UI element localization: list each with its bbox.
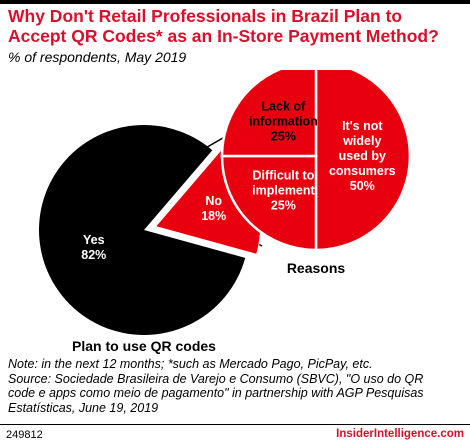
pie-slice-yes [39,125,246,336]
source-line: code e apps como meio de pagamento" in p… [8,386,424,400]
slice-label-difficult-to-implement: Difficult to implement 25% [252,169,315,213]
reasons-pie: It's not widely used by consumers 50% Difficu… [220,70,412,252]
brand-logo-text: InsiderIntelligence.com [336,428,464,440]
chart-id: 249812 [6,429,43,441]
note-line: Note: in the next 12 months; *such as Me… [8,357,373,371]
reasons-pie-title: Reasons [287,260,346,276]
reasons-pie-outline [221,70,411,251]
footnote: Note: in the next 12 months; *such as Me… [8,357,463,415]
slice-label-lack-of-information: Lack of information 25% [249,99,318,143]
source-line: Estatísticas, June 19, 2019 [8,400,159,415]
slice-label-yes: Yes 82% [81,233,106,262]
chart-subtitle: % of respondents, May 2019 [8,49,187,65]
pie-charts: Yes 82% No 18% It's not widely used by consume… [39,70,412,354]
source-line: Source: Sociedade Brasileira de Varejo e… [8,371,424,386]
slice-label-it-s-not-widely-used-by-consumers: It's not widely used by consumers 50% [329,119,396,193]
top-rule [0,0,470,4]
chart-title: Why Don't Retail Professionals in Brazil… [8,6,439,46]
bottom-rule [0,424,470,425]
slice-label-no: No 18% [201,194,226,223]
plan-pie-title: Plan to use QR codes [72,338,216,354]
